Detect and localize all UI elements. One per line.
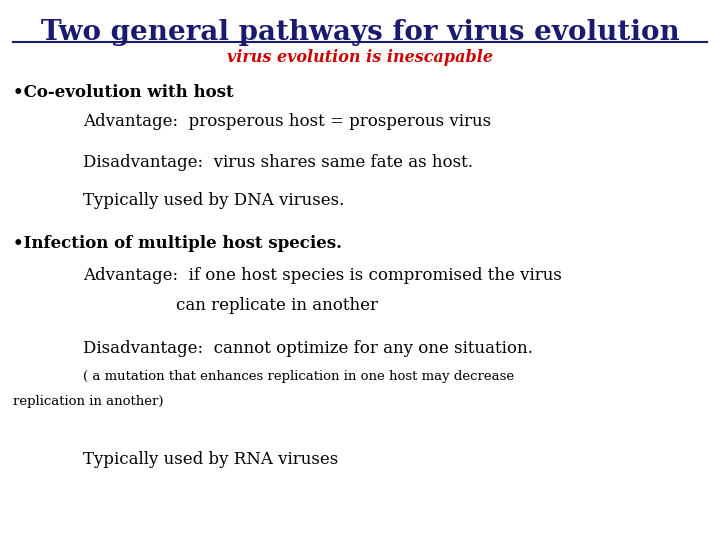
Text: Disadvantage:  cannot optimize for any one situation.: Disadvantage: cannot optimize for any on… [83,340,533,357]
Text: virus evolution is inescapable: virus evolution is inescapable [227,49,493,65]
Text: Two general pathways for virus evolution: Two general pathways for virus evolution [40,19,680,46]
Text: Advantage:  prosperous host = prosperous virus: Advantage: prosperous host = prosperous … [83,113,491,130]
Text: •Infection of multiple host species.: •Infection of multiple host species. [13,235,342,252]
Text: Advantage:  if one host species is compromised the virus: Advantage: if one host species is compro… [83,267,562,284]
Text: replication in another): replication in another) [13,395,163,408]
Text: Typically used by RNA viruses: Typically used by RNA viruses [83,451,338,468]
Text: ( a mutation that enhances replication in one host may decrease: ( a mutation that enhances replication i… [83,370,514,383]
Text: Typically used by DNA viruses.: Typically used by DNA viruses. [83,192,344,208]
Text: Disadvantage:  virus shares same fate as host.: Disadvantage: virus shares same fate as … [83,154,473,171]
Text: can replicate in another: can replicate in another [176,297,379,314]
Text: •Co-evolution with host: •Co-evolution with host [13,84,233,100]
